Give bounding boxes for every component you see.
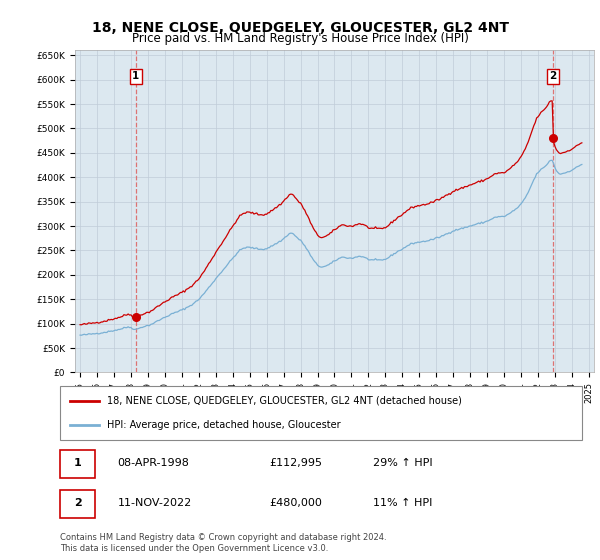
Text: 1: 1 xyxy=(74,458,82,468)
Text: £480,000: £480,000 xyxy=(269,498,322,508)
FancyBboxPatch shape xyxy=(60,386,582,440)
Text: 2: 2 xyxy=(74,498,82,508)
Text: HPI: Average price, detached house, Gloucester: HPI: Average price, detached house, Glou… xyxy=(107,420,341,430)
Text: Price paid vs. HM Land Registry's House Price Index (HPI): Price paid vs. HM Land Registry's House … xyxy=(131,32,469,45)
FancyBboxPatch shape xyxy=(60,490,95,518)
Text: 11% ↑ HPI: 11% ↑ HPI xyxy=(373,498,433,508)
Text: Contains HM Land Registry data © Crown copyright and database right 2024.
This d: Contains HM Land Registry data © Crown c… xyxy=(60,533,386,553)
Text: £112,995: £112,995 xyxy=(269,458,322,468)
Text: 29% ↑ HPI: 29% ↑ HPI xyxy=(373,458,433,468)
FancyBboxPatch shape xyxy=(60,450,95,478)
Text: 08-APR-1998: 08-APR-1998 xyxy=(118,458,189,468)
Text: 18, NENE CLOSE, QUEDGELEY, GLOUCESTER, GL2 4NT: 18, NENE CLOSE, QUEDGELEY, GLOUCESTER, G… xyxy=(91,21,509,35)
Text: 11-NOV-2022: 11-NOV-2022 xyxy=(118,498,191,508)
Text: 1: 1 xyxy=(132,71,140,81)
Text: 18, NENE CLOSE, QUEDGELEY, GLOUCESTER, GL2 4NT (detached house): 18, NENE CLOSE, QUEDGELEY, GLOUCESTER, G… xyxy=(107,396,462,406)
Text: 2: 2 xyxy=(549,71,556,81)
